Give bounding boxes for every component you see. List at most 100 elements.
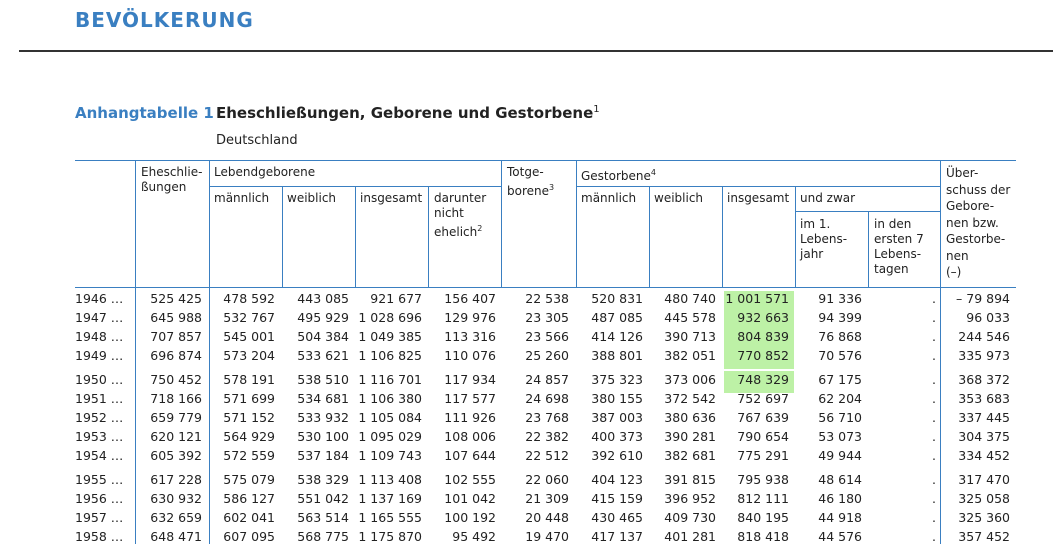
- cell-lb-illeg: 113 316: [444, 329, 496, 344]
- cell-lb-female: 538 510: [297, 372, 349, 387]
- cell-lb-male: 573 204: [223, 348, 275, 363]
- cell-d-total: 790 654: [737, 429, 789, 444]
- cell-d-infant: 62 204: [818, 391, 862, 406]
- table-row: 1950 … 750 452 578 191 538 510 1 116 701 117 …: [0, 372, 1053, 391]
- cell-marriages: 525 425: [150, 291, 202, 306]
- cell-surplus: 325 058: [958, 491, 1010, 506]
- cell-d-infant: 53 073: [818, 429, 862, 444]
- column-divider: [868, 211, 869, 288]
- cell-lb-illeg: 110 076: [444, 348, 496, 363]
- cell-still: 19 470: [525, 529, 569, 544]
- cell-still: 22 382: [525, 429, 569, 444]
- subheader-rule-und-zwar: [795, 211, 940, 212]
- footnote-marker: 4: [650, 168, 656, 177]
- cell-lb-male: 571 699: [223, 391, 275, 406]
- header-d-female: weiblich: [654, 191, 704, 205]
- cell-marriages: 645 988: [150, 310, 202, 325]
- header-line: ehelich2: [434, 221, 486, 240]
- cell-d-week: .: [932, 429, 936, 444]
- cell-still: 22 512: [525, 448, 569, 463]
- cell-still: 23 305: [525, 310, 569, 325]
- cell-lb-female: 443 085: [297, 291, 349, 306]
- cell-lb-illeg: 129 976: [444, 310, 496, 325]
- cell-lb-female: 568 775: [297, 529, 349, 544]
- cell-marriages: 630 932: [150, 491, 202, 506]
- cell-surplus: 325 360: [958, 510, 1010, 525]
- table-row: 1951 … 718 166 571 699 534 681 1 106 380 117 …: [0, 391, 1053, 410]
- cell-lb-male: 478 592: [223, 291, 275, 306]
- cell-lb-illeg: 111 926: [444, 410, 496, 425]
- header-line: ßungen: [141, 180, 187, 194]
- cell-marriages: 648 471: [150, 529, 202, 544]
- cell-surplus: 304 375: [958, 429, 1010, 444]
- header-d-first-year: im 1. Lebens- jahr: [800, 217, 847, 262]
- cell-surplus: 244 546: [958, 329, 1010, 344]
- cell-d-male: 430 465: [591, 510, 643, 525]
- cell-lb-male: 602 041: [223, 510, 275, 525]
- cell-d-female: 382 681: [664, 448, 716, 463]
- cell-lb-total: 1 028 696: [358, 310, 422, 325]
- cell-lb-illeg: 117 934: [444, 372, 496, 387]
- header-stillbirths: Totge- borene3: [507, 165, 554, 199]
- table-row: 1957 … 632 659 602 041 563 514 1 165 555 100 …: [0, 510, 1053, 529]
- cell-lb-male: 586 127: [223, 491, 275, 506]
- year-cell: 1949 …: [75, 348, 124, 363]
- table-row: 1953 … 620 121 564 929 530 100 1 095 029 108 …: [0, 429, 1053, 448]
- cell-d-male: 392 610: [591, 448, 643, 463]
- header-line: borene3: [507, 180, 554, 199]
- header-bottom-rule: [75, 287, 1016, 288]
- cell-surplus: 335 973: [958, 348, 1010, 363]
- cell-surplus: 334 452: [958, 448, 1010, 463]
- cell-d-week: .: [932, 529, 936, 544]
- header-line: jahr: [800, 247, 824, 261]
- cell-lb-total: 1 109 743: [358, 448, 422, 463]
- cell-d-male: 400 373: [591, 429, 643, 444]
- cell-still: 20 448: [525, 510, 569, 525]
- column-divider: [355, 186, 356, 288]
- header-line: tagen: [874, 262, 909, 276]
- cell-d-infant: 70 576: [818, 348, 862, 363]
- cell-d-infant: 48 614: [818, 472, 862, 487]
- header-line: Gestorbe-: [946, 232, 1006, 246]
- column-divider: [940, 160, 941, 544]
- cell-lb-female: 533 621: [297, 348, 349, 363]
- cell-still: 23 768: [525, 410, 569, 425]
- cell-d-infant: 76 868: [818, 329, 862, 344]
- cell-d-female: 480 740: [664, 291, 716, 306]
- cell-d-total: 767 639: [737, 410, 789, 425]
- cell-d-male: 415 159: [591, 491, 643, 506]
- header-line: im 1.: [800, 217, 831, 231]
- cell-lb-illeg: 95 492: [452, 529, 496, 544]
- cell-d-total: 752 697: [737, 391, 789, 406]
- cell-lb-female: 530 100: [297, 429, 349, 444]
- header-deaths: Gestorbene4: [581, 165, 656, 184]
- header-d-total: insgesamt: [727, 191, 790, 205]
- header-line: Lebens-: [800, 232, 848, 246]
- cell-lb-female: 537 184: [297, 448, 349, 463]
- cell-lb-male: 572 559: [223, 448, 275, 463]
- column-divider: [649, 186, 650, 288]
- cell-d-female: 372 542: [664, 391, 716, 406]
- cell-d-total: 812 111: [737, 491, 789, 506]
- cell-d-female: 390 713: [664, 329, 716, 344]
- cell-d-male: 414 126: [591, 329, 643, 344]
- cell-still: 22 538: [525, 291, 569, 306]
- table-row: 1952 … 659 779 571 152 533 932 1 105 084 111 …: [0, 410, 1053, 429]
- header-line: Über-: [946, 166, 979, 180]
- cell-surplus: – 79 894: [956, 291, 1010, 306]
- cell-d-female: 380 636: [664, 410, 716, 425]
- cell-lb-female: 533 932: [297, 410, 349, 425]
- cell-lb-total: 1 113 408: [358, 472, 422, 487]
- cell-d-female: 373 006: [664, 372, 716, 387]
- column-divider: [576, 160, 577, 288]
- cell-d-female: 409 730: [664, 510, 716, 525]
- footnote-marker: 3: [549, 183, 555, 192]
- cell-d-week: .: [932, 491, 936, 506]
- year-cell: 1956 …: [75, 491, 124, 506]
- cell-surplus: 337 445: [958, 410, 1010, 425]
- header-line: nicht: [434, 206, 464, 220]
- year-cell: 1955 …: [75, 472, 124, 487]
- cell-lb-male: 564 929: [223, 429, 275, 444]
- header-lb-female: weiblich: [287, 191, 337, 205]
- cell-d-total: 748 329: [737, 372, 789, 387]
